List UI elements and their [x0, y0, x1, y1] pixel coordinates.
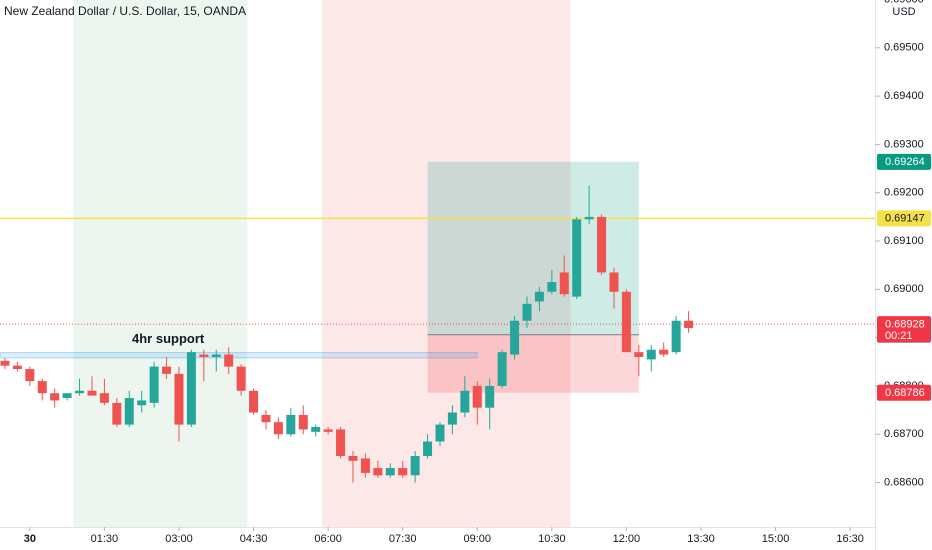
candle-body	[398, 468, 408, 476]
candle-body	[497, 352, 507, 386]
x-tick-label: 16:30	[836, 533, 864, 545]
x-tick-label: 01:30	[91, 533, 119, 545]
candle-body	[435, 424, 445, 442]
candle-body	[236, 366, 246, 391]
candle-body	[534, 291, 544, 302]
candle-body	[149, 366, 159, 403]
x-tick-label: 15:00	[762, 533, 790, 545]
candle-body	[162, 366, 172, 374]
position-loss-zone	[427, 334, 639, 393]
x-tick-label: 07:30	[389, 533, 417, 545]
candle-body	[671, 320, 681, 353]
candle-body	[547, 282, 557, 292]
session-highlight	[321, 0, 571, 527]
last-price-badge	[877, 316, 931, 343]
candle-body	[323, 429, 333, 432]
candle-body	[199, 354, 209, 357]
stop-price-badge-label: 0.68786	[885, 387, 925, 399]
y-tick-label: 0.69600	[884, 0, 924, 5]
y-tick-label: 0.69400	[884, 90, 924, 102]
x-tick-label: 13:30	[687, 533, 715, 545]
candle-body	[584, 216, 594, 220]
candle-body	[423, 441, 433, 456]
support-label: 4hr support	[132, 331, 205, 346]
candle-body	[298, 414, 308, 430]
candle-body	[447, 412, 457, 425]
y-tick-label: 0.68600	[884, 476, 924, 488]
y-tick-label: 0.69500	[884, 42, 924, 54]
candle-body	[75, 390, 85, 394]
candle-body	[311, 427, 321, 432]
candle-body	[510, 320, 520, 355]
candle-body	[684, 320, 694, 328]
candle-body	[62, 393, 72, 399]
candle-body	[373, 468, 383, 476]
candle-body	[460, 390, 470, 413]
candle-body	[559, 272, 569, 295]
candle-body	[224, 354, 234, 367]
line-price-badge	[877, 210, 931, 227]
countdown-label: 00:21	[885, 330, 913, 342]
x-tick-label: 10:30	[538, 533, 566, 545]
candle-body	[572, 219, 582, 297]
candle-body	[37, 381, 47, 394]
candle-body	[621, 291, 631, 353]
candle-body	[211, 354, 221, 357]
plot-area: 4hr support	[0, 0, 875, 527]
candle-body	[609, 272, 619, 292]
position-profit-zone	[427, 161, 639, 335]
target-price-badge	[877, 153, 931, 170]
y-tick-label: 0.68700	[884, 428, 924, 440]
y-tick-label: 0.69100	[884, 235, 924, 247]
candle-body	[87, 390, 97, 396]
candle-body	[112, 402, 122, 425]
session-highlight	[73, 0, 248, 527]
candle-body	[485, 385, 495, 408]
candle-body	[360, 458, 370, 473]
candle-body	[522, 303, 532, 321]
candle-body	[249, 390, 259, 413]
candle-body	[0, 360, 10, 366]
candle-body	[273, 422, 283, 435]
candle-body	[12, 365, 22, 370]
candle-body	[348, 455, 358, 461]
last-price-label: 0.68928	[885, 319, 925, 331]
chart-title: New Zealand Dollar / U.S. Dollar, 15, OA…	[4, 4, 246, 18]
candle-body	[261, 414, 271, 423]
candle-body	[597, 216, 607, 273]
x-tick-label: 30	[24, 533, 36, 545]
x-tick-label: 12:00	[613, 533, 641, 545]
candle-body	[634, 352, 644, 357]
x-tick-label: 09:00	[464, 533, 492, 545]
support-zone	[0, 352, 478, 359]
candle-body	[186, 352, 196, 425]
x-tick-label: 03:00	[165, 533, 193, 545]
y-tick-label: 0.69000	[884, 283, 924, 295]
candle-body	[124, 398, 134, 425]
x-tick-label: 06:00	[314, 533, 342, 545]
line-price-badge-label: 0.69147	[885, 213, 925, 225]
candle-body	[472, 385, 482, 408]
candle-body	[659, 349, 669, 355]
currency-label: USD	[892, 6, 915, 18]
candle-body	[385, 468, 395, 476]
x-tick-label: 04:30	[240, 533, 268, 545]
candle-body	[336, 429, 346, 456]
y-tick-label: 0.69300	[884, 138, 924, 150]
target-price-badge-label: 0.69264	[885, 156, 925, 168]
candle-body	[286, 414, 296, 435]
candle-body	[410, 455, 420, 476]
candle-body	[50, 393, 60, 401]
candle-body	[646, 349, 656, 360]
y-tick-label: 0.69200	[884, 187, 924, 199]
candle-body	[25, 369, 35, 382]
stop-price-badge	[877, 384, 931, 401]
candle-body	[174, 373, 184, 425]
candle-body	[137, 400, 147, 406]
candle-body	[99, 393, 109, 403]
